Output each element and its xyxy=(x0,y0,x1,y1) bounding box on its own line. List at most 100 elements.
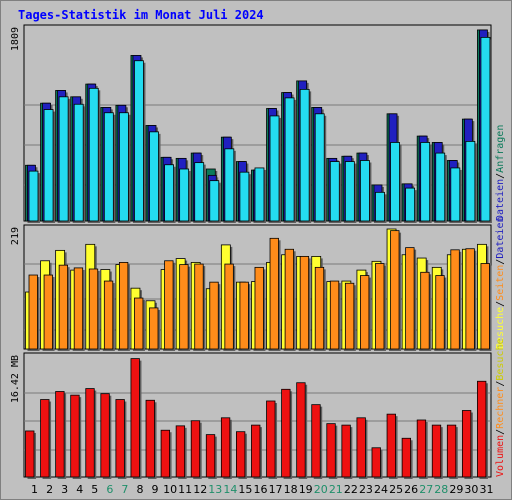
x-tick-label-23: 23 xyxy=(359,483,373,496)
bar-seiten-5 xyxy=(88,87,99,222)
legend-middle-item-0: Besuche xyxy=(495,307,506,349)
bar-rechner-16 xyxy=(254,266,264,350)
bar-seiten-3 xyxy=(58,96,69,222)
bar-rechner-1 xyxy=(28,274,38,350)
bar-volumen-28 xyxy=(431,424,442,478)
bar-volumen-15 xyxy=(236,431,246,478)
bar-volumen-14 xyxy=(220,417,231,478)
x-tick-label-22: 22 xyxy=(344,483,358,496)
bar-rechner-13 xyxy=(209,281,219,350)
x-tick-label-26: 26 xyxy=(404,483,418,496)
bar-seiten-23 xyxy=(360,160,370,222)
legend-middle-item-3: / xyxy=(495,259,506,265)
bar-seiten-22 xyxy=(344,161,355,222)
x-tick-label-3: 3 xyxy=(61,483,68,496)
bar-rechner-12 xyxy=(194,263,204,350)
bar-volumen-10 xyxy=(160,429,170,478)
bar-seiten-17 xyxy=(269,115,280,222)
x-tick-label-11: 11 xyxy=(178,483,192,496)
bar-rechner-18 xyxy=(284,248,294,350)
x-tick-label-17: 17 xyxy=(269,483,283,496)
y-max-label-middle: 219 xyxy=(10,227,21,245)
x-tick-label-24: 24 xyxy=(374,483,388,496)
bar-volumen-1 xyxy=(25,430,35,478)
legend-bottom-item-0: Volumen xyxy=(495,435,506,477)
bar-seiten-18 xyxy=(284,97,295,222)
bar-seiten-27 xyxy=(420,142,431,222)
bar-volumen-29 xyxy=(446,424,457,478)
bar-rechner-29 xyxy=(450,249,460,350)
bar-volumen-18 xyxy=(281,388,291,478)
bar-volumen-9 xyxy=(145,399,155,478)
bar-seiten-30 xyxy=(465,140,476,222)
legend-middle-item-1: / xyxy=(495,301,506,307)
legend-top-item-2: Anfragen xyxy=(495,125,506,173)
bar-rechner-24 xyxy=(375,263,385,350)
legend-top-item-0: Dateien xyxy=(495,179,506,221)
bar-volumen-7 xyxy=(115,399,125,478)
bar-seiten-1 xyxy=(28,170,39,222)
bar-volumen-13 xyxy=(205,434,216,478)
bar-rechner-8 xyxy=(134,297,144,350)
bar-volumen-26 xyxy=(401,437,412,478)
x-tick-label-12: 12 xyxy=(193,483,207,496)
bar-rechner-4 xyxy=(73,267,84,350)
x-tick-label-15: 15 xyxy=(238,483,252,496)
bar-seiten-14 xyxy=(224,148,235,222)
bar-rechner-23 xyxy=(360,275,370,350)
bar-seiten-21 xyxy=(329,161,340,222)
bar-seiten-24 xyxy=(375,191,385,222)
bar-rechner-28 xyxy=(435,275,445,350)
bar-volumen-4 xyxy=(70,394,80,478)
bar-seiten-19 xyxy=(299,88,310,222)
x-tick-label-10: 10 xyxy=(163,483,177,496)
bar-volumen-24 xyxy=(371,447,381,478)
bar-rechner-26 xyxy=(405,247,415,350)
bar-rechner-3 xyxy=(58,264,69,350)
bar-seiten-26 xyxy=(405,187,416,222)
x-tick-label-16: 16 xyxy=(254,483,268,496)
bar-rechner-7 xyxy=(118,262,129,350)
legend-top: Dateien/Anfragen xyxy=(495,125,506,221)
x-tick-label-8: 8 xyxy=(136,483,143,496)
x-tick-label-18: 18 xyxy=(284,483,298,496)
bar-volumen-2 xyxy=(40,399,50,478)
bar-rechner-6 xyxy=(103,280,114,350)
x-tick-label-14: 14 xyxy=(223,483,237,496)
bar-seiten-15 xyxy=(239,171,250,222)
bar-rechner-20 xyxy=(314,266,325,350)
x-tick-label-13: 13 xyxy=(208,483,222,496)
y-max-label-bottom: 16.42 MB xyxy=(10,355,21,403)
bar-volumen-11 xyxy=(175,425,186,478)
legend-bottom-item-3: / xyxy=(495,381,506,387)
x-tick-label-21: 21 xyxy=(329,483,343,496)
x-tick-label-28: 28 xyxy=(434,483,448,496)
legend-middle-item-2: Seiten xyxy=(495,265,506,301)
bar-seiten-11 xyxy=(179,168,190,222)
bar-seiten-13 xyxy=(209,180,220,222)
bar-seiten-9 xyxy=(149,131,159,222)
bar-rechner-22 xyxy=(344,282,355,350)
bar-rechner-5 xyxy=(88,268,99,350)
y-max-label-top: 1809 xyxy=(10,27,21,51)
bar-volumen-12 xyxy=(190,420,201,478)
bar-seiten-7 xyxy=(118,112,129,222)
bar-seiten-16 xyxy=(254,167,265,222)
bar-volumen-25 xyxy=(386,413,396,478)
bar-rechner-11 xyxy=(179,264,189,350)
bar-rechner-10 xyxy=(164,260,174,350)
bar-seiten-12 xyxy=(194,162,205,222)
bar-seiten-29 xyxy=(450,167,461,222)
bar-rechner-9 xyxy=(149,307,159,350)
bar-seiten-4 xyxy=(73,103,84,222)
bar-rechner-15 xyxy=(239,281,249,350)
x-tick-label-25: 25 xyxy=(389,483,403,496)
x-tick-label-4: 4 xyxy=(76,483,83,496)
x-tick-label-30: 30 xyxy=(464,483,478,496)
bar-seiten-20 xyxy=(314,113,325,222)
bar-rechner-27 xyxy=(420,271,430,350)
chart-title: Tages-Statistik im Monat Juli 2024 xyxy=(18,8,264,22)
legend-bottom-item-4: Besuche xyxy=(495,338,506,380)
x-tick-label-27: 27 xyxy=(419,483,433,496)
